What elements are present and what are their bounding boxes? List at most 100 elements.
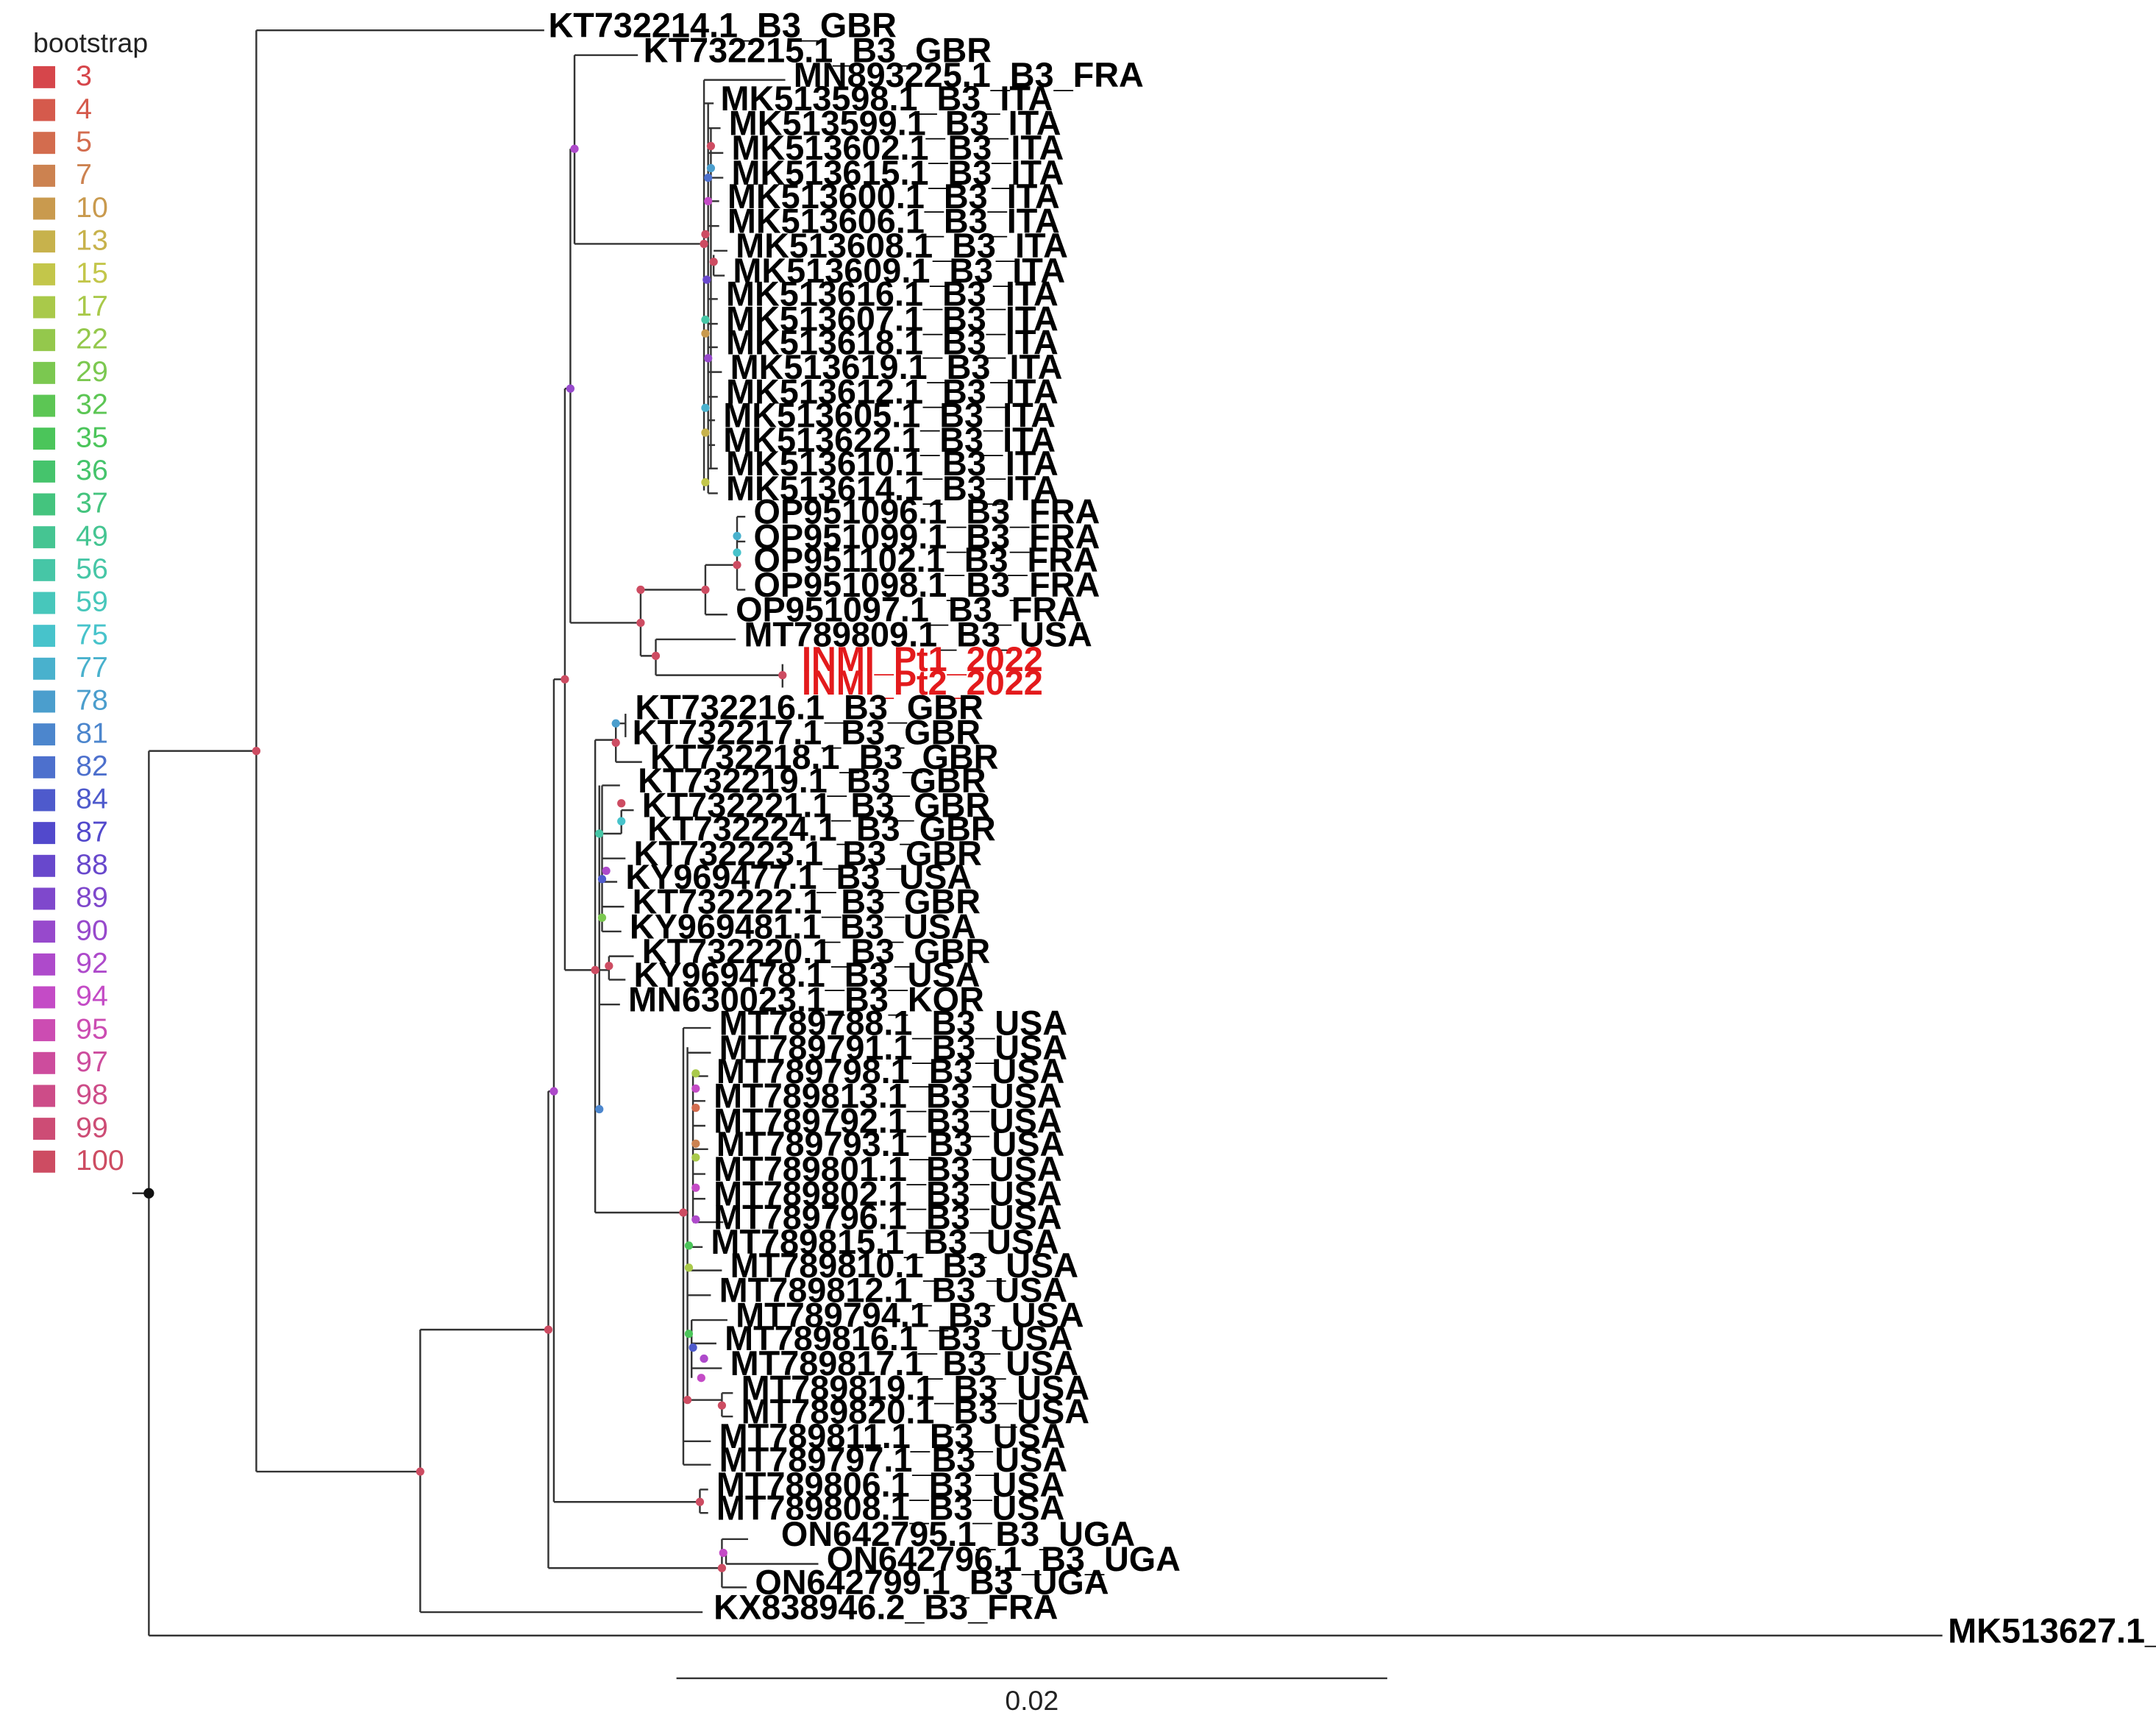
bootstrap-node (691, 1139, 700, 1148)
bootstrap-node (701, 478, 710, 487)
bootstrap-node (252, 747, 261, 756)
bootstrap-node (704, 354, 713, 363)
legend-label: 22 (76, 322, 108, 355)
legend-label: 100 (76, 1144, 124, 1177)
bootstrap-node (733, 531, 741, 541)
bootstrap-node (691, 1215, 700, 1224)
legend-label: 84 (76, 783, 108, 815)
tip-label: MT789796.1_B3_USA (714, 1198, 1061, 1236)
tip-label: MK513612.1_B3_ITA (726, 373, 1059, 411)
bootstrap-node (689, 1343, 697, 1352)
bootstrap-node (701, 315, 710, 324)
tip-label: MT789812.1_B3_USA (719, 1271, 1067, 1310)
tip-label: MK513610.1_B3_ITA (726, 444, 1059, 483)
tip-label: KT732217.1_B3_GBR (633, 713, 981, 751)
bootstrap-node (695, 1497, 705, 1506)
bootstrap-node (684, 1330, 694, 1338)
legend-swatch (33, 427, 56, 450)
legend-title: bootstrap (33, 27, 148, 58)
legend-swatch (33, 230, 56, 253)
bootstrap-node (691, 1104, 700, 1113)
bootstrap-node (617, 799, 626, 808)
tip-label: MN630023.1_B3_KOR (628, 981, 984, 1019)
legend-label: 17 (76, 290, 108, 322)
legend-swatch (33, 625, 56, 647)
legend-swatch (33, 296, 56, 319)
legend-swatch (33, 1118, 56, 1140)
tip-label: KT732221.1_B3_GBR (642, 787, 990, 825)
tip-label: MK513627.1_D8_ITA (1948, 1611, 2156, 1650)
tip-label: KT732219.1_B3_GBR (638, 762, 986, 800)
legend-swatch (33, 690, 56, 713)
legend-label: 87 (76, 815, 108, 848)
scale-bar: 0.02 (676, 1677, 1387, 1716)
bootstrap-node (691, 1084, 700, 1093)
legend-swatch (33, 1051, 56, 1074)
tip-label: MT789793.1_B3_USA (716, 1125, 1064, 1163)
legend-label: 4 (76, 93, 92, 125)
tip-label: KT732218.1_B3_GBR (650, 738, 998, 776)
legend-swatch (33, 986, 56, 1009)
legend-swatch (33, 723, 56, 746)
legend-swatch (33, 592, 56, 614)
bootstrap-node (697, 1374, 705, 1383)
bootstrap-node (709, 258, 718, 266)
tip-label: KY969481.1_B3_USA (630, 907, 976, 945)
bootstrap-node (701, 403, 710, 412)
legend-label: 89 (76, 881, 108, 914)
tip-label: MT789810.1_B3_USA (730, 1246, 1078, 1285)
legend-swatch (33, 460, 56, 483)
bootstrap-node (717, 1401, 727, 1410)
tip-label: MT789817.1_B3_USA (730, 1344, 1078, 1383)
bootstrap-node (683, 1396, 692, 1405)
bootstrap-node (691, 1183, 700, 1192)
legend-label: 78 (76, 684, 108, 717)
tip-label: OP951098.1_B3_FRA (753, 566, 1100, 604)
bootstrap-node (706, 163, 716, 173)
tip-label-highlighted: INMI_Pt2_2022 (802, 664, 1043, 702)
tip-label: MK513615.1_B3_ITA (732, 154, 1064, 192)
bootstrap-node (691, 1153, 700, 1162)
tip-label: MK513606.1_B3_ITA (727, 202, 1060, 240)
root-node (143, 1188, 154, 1199)
bootstrap-node (566, 384, 575, 393)
tip-label: MT789797.1_B3_USA (719, 1441, 1067, 1479)
legend-label: 99 (76, 1111, 108, 1143)
bootstrap-node (611, 719, 620, 728)
legend-label: 94 (76, 980, 108, 1012)
legend-label: 81 (76, 717, 108, 749)
legend-swatch (33, 164, 56, 187)
bootstrap-node (611, 738, 620, 748)
tip-label: OP951096.1_B3_FRA (753, 493, 1100, 531)
bootstrap-node (717, 1564, 727, 1572)
legend-label: 35 (76, 421, 108, 453)
legend-label: 77 (76, 651, 108, 684)
bootstrap-node (595, 1104, 604, 1114)
tip-label: MK513605.1_B3_ITA (723, 397, 1056, 435)
tip-label: MT789815.1_B3_USA (711, 1223, 1059, 1261)
tip-label: MK513618.1_B3_ITA (726, 323, 1059, 361)
legend-swatch (33, 493, 56, 516)
bootstrap-node (701, 428, 710, 437)
tip-label: MK513607.1_B3_ITA (726, 299, 1059, 338)
bootstrap-node (636, 585, 645, 595)
legend-swatch (33, 263, 56, 285)
tip-label: ON642795.1_B3_UGA (781, 1515, 1135, 1553)
bootstrap-node (549, 1087, 558, 1096)
tip-label: MK513598.1_B3_ITA (721, 79, 1053, 118)
bootstrap-node (617, 817, 626, 826)
tip-label: OP951097.1_B3_FRA (736, 591, 1082, 629)
tip-label: ON642799.1_B3_UGA (755, 1564, 1109, 1602)
tip-label: KX838946.2_B3_FRA (714, 1588, 1058, 1626)
tip-label: MK513622.1_B3_ITA (723, 421, 1056, 459)
bootstrap-node (706, 141, 716, 151)
tip-label: KT732223.1_B3_GBR (634, 834, 982, 873)
tip-label: KT732220.1_B3_GBR (642, 932, 990, 970)
legend-label: 37 (76, 487, 108, 519)
bootstrap-node (691, 1069, 700, 1078)
legend-swatch (33, 132, 56, 155)
tip-label: MT789813.1_B3_USA (714, 1077, 1061, 1115)
bootstrap-node (733, 548, 741, 557)
bootstrap-node (597, 875, 607, 884)
